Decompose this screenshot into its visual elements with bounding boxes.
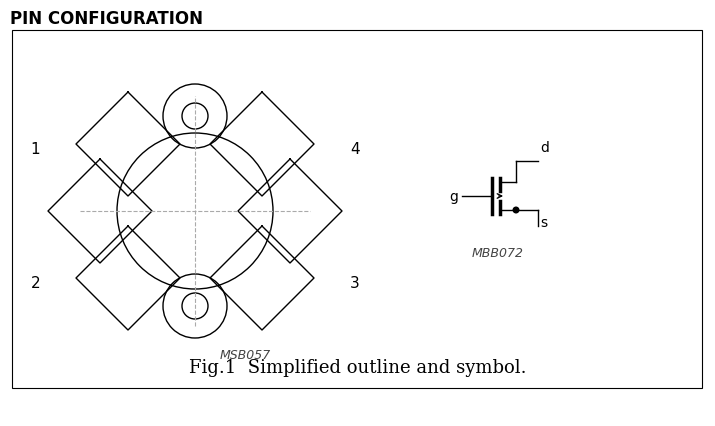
Text: Fig.1  Simplified outline and symbol.: Fig.1 Simplified outline and symbol. [189, 358, 527, 376]
Text: s: s [540, 216, 547, 230]
Circle shape [513, 208, 519, 213]
Text: 1: 1 [30, 142, 40, 157]
Text: MBB072: MBB072 [472, 246, 524, 259]
Text: 3: 3 [350, 276, 360, 291]
Text: 4: 4 [350, 142, 360, 157]
Text: g: g [449, 190, 458, 204]
Text: 2: 2 [30, 276, 40, 291]
Text: d: d [540, 141, 549, 155]
Text: MSB057: MSB057 [220, 348, 271, 361]
Text: PIN CONFIGURATION: PIN CONFIGURATION [10, 10, 203, 28]
